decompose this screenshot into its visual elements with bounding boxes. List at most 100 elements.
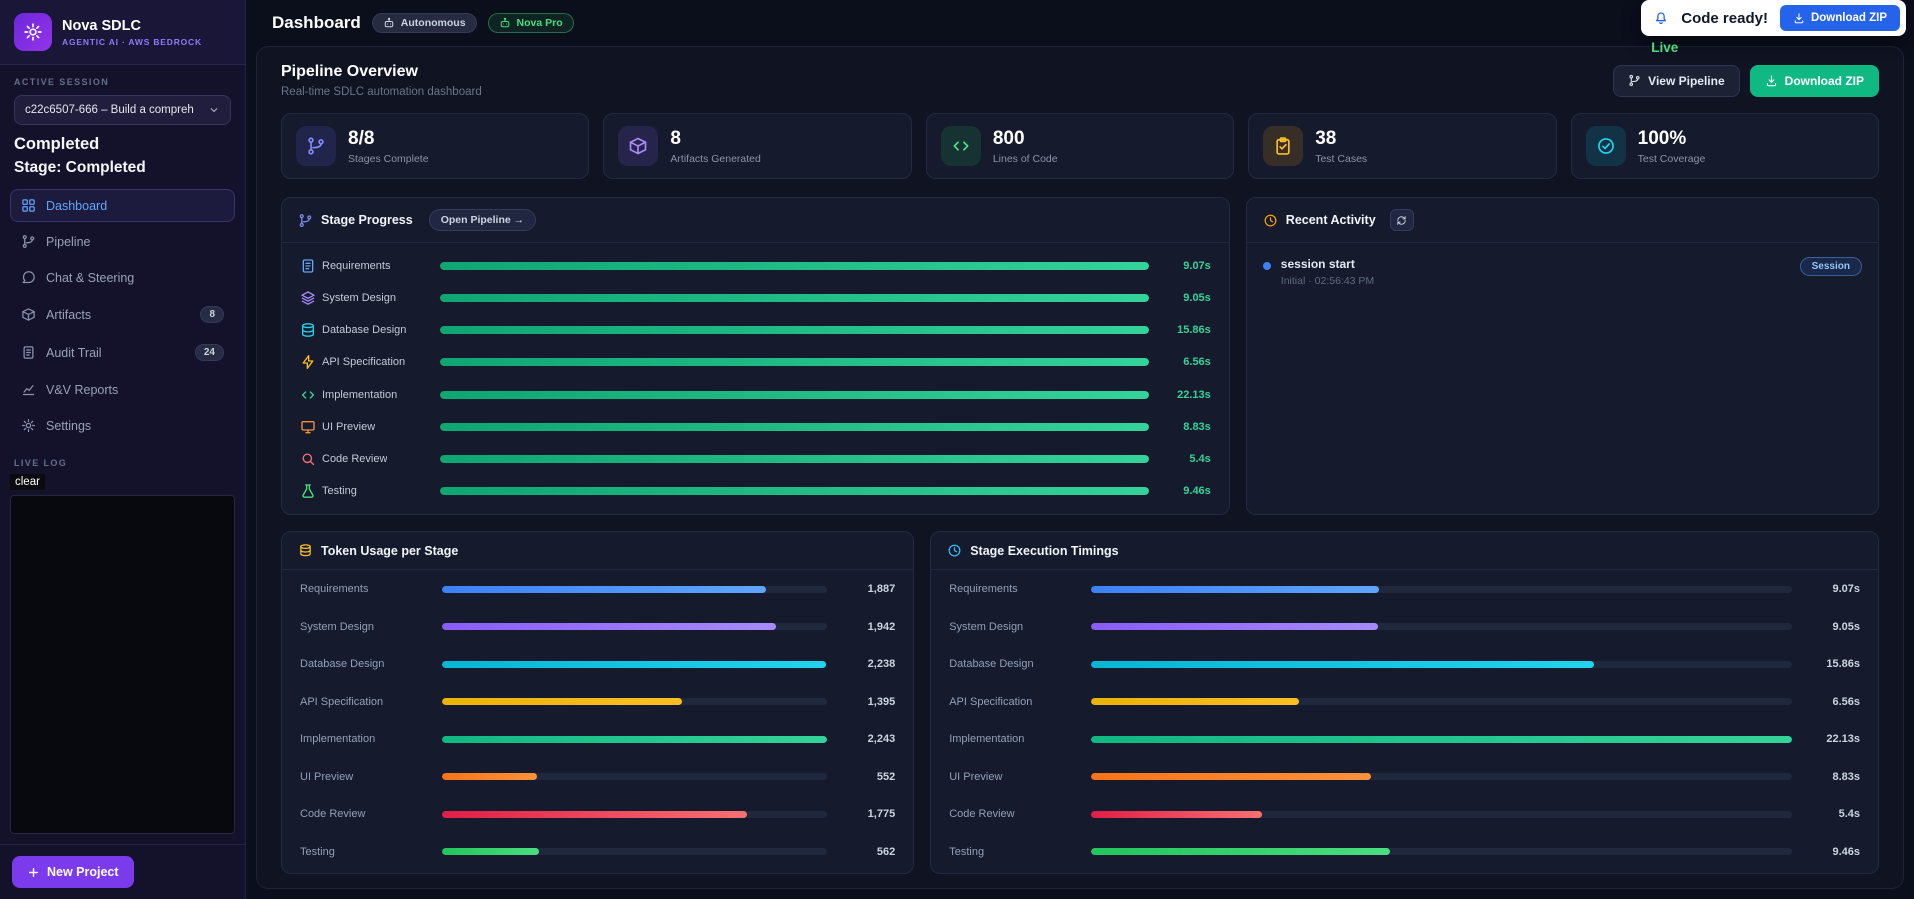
sidebar-nav-item[interactable]: Pipeline <box>10 225 235 258</box>
token-usage-chart: Requirements 1,887 System Design 1,942 D… <box>282 570 913 873</box>
session-select[interactable]: c22c6507-666 – Build a compreh <box>14 95 231 125</box>
bar-value: 562 <box>876 845 896 858</box>
stage-progress-fill <box>440 422 1149 431</box>
plus-icon <box>27 866 40 879</box>
activity-dot-icon <box>1262 262 1271 270</box>
bar-fill <box>442 623 776 631</box>
bar-track <box>442 698 828 706</box>
stat-value: 8 <box>670 127 681 149</box>
bar-fill <box>442 735 828 743</box>
session-select-value: c22c6507-666 – Build a compreh <box>25 104 194 116</box>
stage-name: Requirements <box>322 260 391 272</box>
stage-time: 9.46s <box>1183 484 1211 497</box>
stage-progress-fill <box>440 358 1149 367</box>
bar-track <box>442 810 828 818</box>
bar-track <box>1091 698 1792 706</box>
token-usage-title: Token Usage per Stage <box>321 543 459 558</box>
bar-fill <box>442 585 766 593</box>
sidebar-nav-item[interactable]: Chat & Steering <box>10 261 235 294</box>
sidebar-item-label: Settings <box>46 418 92 433</box>
code-ready-toast: Code ready! Download ZIP <box>1641 0 1906 36</box>
bar-label: Database Design <box>300 658 385 671</box>
chart-bar-row: Testing 9.46s <box>949 846 1860 858</box>
bar-label: Code Review <box>949 808 1015 821</box>
bar-value: 9.05s <box>1832 620 1860 633</box>
nav-item-icon <box>21 198 36 213</box>
stage-icon <box>300 419 316 435</box>
stage-time: 6.56s <box>1183 356 1211 369</box>
view-pipeline-button[interactable]: View Pipeline <box>1613 64 1740 97</box>
stage-icon <box>300 258 316 274</box>
sidebar-item-label: Chat & Steering <box>46 270 135 285</box>
activity-list: session start Initial · 02:56:43 PM Sess… <box>1247 243 1878 514</box>
stage-progress-row: UI Preview 8.83s <box>300 419 1211 435</box>
bar-fill <box>442 698 682 706</box>
live-log-output <box>10 495 235 834</box>
app-logo-icon <box>14 13 52 51</box>
autonomous-badge-label: Autonomous <box>400 17 466 29</box>
stage-name-cell: UI Preview <box>300 419 430 435</box>
brand-title: Nova SDLC <box>62 17 141 34</box>
stage-name: Testing <box>322 484 357 497</box>
sidebar-nav-item[interactable]: Settings <box>10 409 235 442</box>
timings-chart: Requirements 9.07s System Design 9.05s D… <box>931 570 1878 873</box>
header-right-cluster: Code ready! Download ZIP Live <box>1641 0 1906 55</box>
stat-card: 8 Artifacts Generated <box>603 113 912 179</box>
session-status-primary: Completed <box>14 135 100 153</box>
stage-progress-bar <box>440 294 1149 303</box>
stage-progress-row: API Specification 6.56s <box>300 354 1211 370</box>
sidebar-nav-item[interactable]: Dashboard <box>10 189 235 222</box>
refresh-icon <box>1396 215 1407 226</box>
stage-name: System Design <box>322 292 396 305</box>
sidebar-nav-item[interactable]: V&V Reports <box>10 373 235 406</box>
timer-icon <box>947 543 962 558</box>
bar-label: Implementation <box>949 733 1025 746</box>
bar-label: System Design <box>949 620 1024 633</box>
autonomous-mode-badge: Autonomous <box>371 13 477 33</box>
sidebar-item-label: Audit Trail <box>46 345 102 360</box>
bell-icon <box>1653 10 1669 26</box>
stage-name-cell: API Specification <box>300 354 430 370</box>
panels-row-2: Token Usage per Stage Requirements 1,887… <box>281 531 1879 874</box>
brand-subtitle: AGENTIC AI · AWS BEDROCK <box>62 36 202 47</box>
sidebar-nav-item[interactable]: Artifacts 8 <box>10 297 235 332</box>
top-header: Dashboard Autonomous Nova Pro Code ready… <box>246 0 1914 55</box>
clear-log-button[interactable]: clear <box>10 474 45 490</box>
nav-count-badge: 24 <box>194 344 224 361</box>
stage-name: API Specification <box>322 356 406 369</box>
nav-item-icon <box>21 234 36 249</box>
refresh-activity-button[interactable] <box>1389 209 1414 231</box>
sidebar-nav-item[interactable]: Audit Trail 24 <box>10 335 235 370</box>
bar-value: 1,887 <box>867 583 896 595</box>
download-zip-button[interactable]: Download ZIP <box>1749 64 1879 97</box>
download-icon <box>1765 74 1778 87</box>
coins-icon <box>298 543 313 558</box>
stage-progress-fill <box>440 454 1149 463</box>
stage-progress-row: System Design 9.05s <box>300 290 1211 306</box>
clock-icon <box>1263 213 1278 228</box>
bar-fill <box>442 810 747 818</box>
bot-icon <box>499 17 511 29</box>
stat-label: Lines of Code <box>992 152 1058 165</box>
token-usage-panel: Token Usage per Stage Requirements 1,887… <box>281 531 915 874</box>
stage-name-cell: Code Review <box>300 451 430 467</box>
chart-bar-row: Requirements 1,887 <box>300 583 895 595</box>
stage-name-cell: System Design <box>300 290 430 306</box>
stage-time: 9.07s <box>1183 260 1211 272</box>
model-badge-label: Nova Pro <box>516 17 563 29</box>
stage-progress-bar <box>440 486 1149 495</box>
stage-name: UI Preview <box>322 420 376 433</box>
bar-fill <box>1091 623 1378 631</box>
open-pipeline-button[interactable]: Open Pipeline → <box>428 209 537 231</box>
new-project-button[interactable]: New Project <box>12 856 134 888</box>
chart-bar-row: Testing 562 <box>300 846 895 858</box>
download-icon <box>1793 12 1805 24</box>
bar-fill <box>442 660 827 668</box>
stat-icon <box>940 126 981 166</box>
toast-download-zip-button[interactable]: Download ZIP <box>1779 5 1900 31</box>
stage-name-cell: Testing <box>300 483 430 499</box>
stage-icon <box>300 387 316 403</box>
bar-fill <box>1091 585 1379 593</box>
token-usage-header: Token Usage per Stage <box>282 532 914 570</box>
stat-label: Artifacts Generated <box>670 152 761 165</box>
